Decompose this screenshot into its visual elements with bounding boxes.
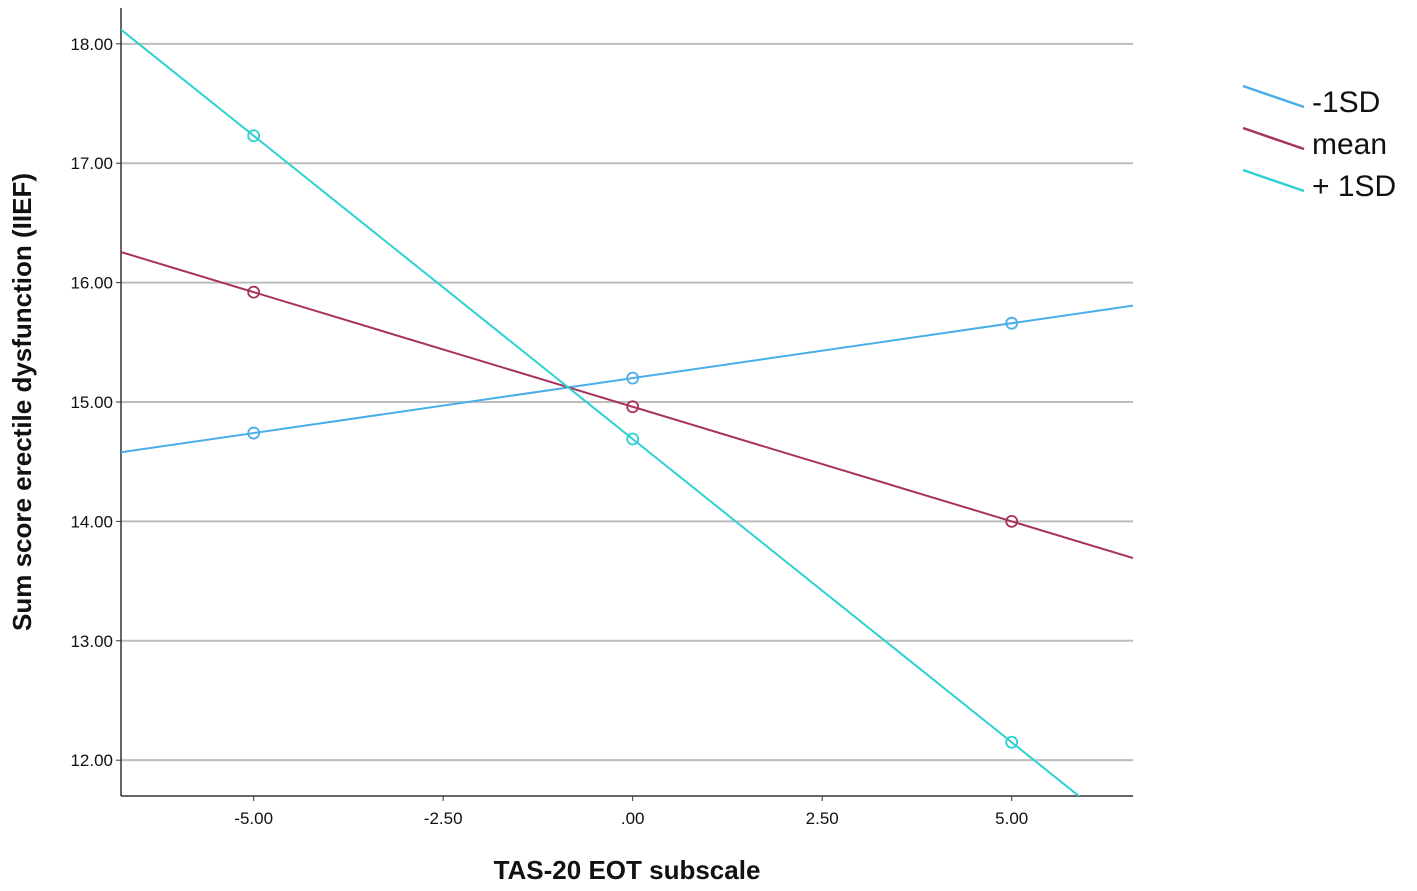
- legend-swatch: [1242, 84, 1305, 109]
- data-point: [1005, 514, 1019, 528]
- series-lines: [121, 28, 1133, 796]
- y-tick-label: 18.00: [70, 35, 113, 54]
- legend-label: + 1SD: [1312, 170, 1396, 203]
- data-point: [626, 432, 640, 446]
- data-point: [626, 371, 640, 385]
- y-tick-label: 13.00: [70, 632, 113, 651]
- axes: [120, 8, 1133, 797]
- y-tick-label: 12.00: [70, 751, 113, 770]
- data-point: [1005, 316, 1019, 330]
- data-point: [247, 129, 261, 143]
- series--1sd: [121, 28, 1081, 796]
- x-tick-label: 5.00: [995, 809, 1028, 828]
- y-tick-label: 16.00: [70, 274, 113, 293]
- legend: -1SD mean + 1SD: [1242, 84, 1396, 203]
- series--1sd: [121, 304, 1133, 454]
- legend-item: -1SD: [1242, 84, 1380, 119]
- legend-swatch: [1242, 168, 1305, 193]
- series-line: [121, 28, 1081, 796]
- y-tick-label: 17.00: [70, 154, 113, 173]
- y-tick-label: 14.00: [70, 512, 113, 531]
- data-point: [247, 426, 261, 440]
- y-axis-title: Sum score erectile dysfunction (IIEF): [7, 173, 37, 631]
- legend-label: mean: [1312, 128, 1387, 161]
- series-mean: [121, 251, 1133, 560]
- legend-label: -1SD: [1312, 86, 1380, 119]
- x-tick-label: -5.00: [234, 809, 273, 828]
- data-point: [626, 400, 640, 414]
- gridlines: [116, 42, 1133, 801]
- data-point: [247, 285, 261, 299]
- legend-swatch: [1242, 126, 1305, 151]
- x-tick-label: .00: [621, 809, 645, 828]
- legend-item: mean: [1242, 126, 1387, 161]
- x-tick-labels: -5.00 -2.50 .00 2.50 5.00: [234, 809, 1028, 828]
- y-tick-label: 15.00: [70, 393, 113, 412]
- x-tick-label: 2.50: [806, 809, 839, 828]
- x-tick-label: -2.50: [424, 809, 463, 828]
- legend-item: + 1SD: [1242, 168, 1396, 203]
- data-point: [1005, 735, 1019, 749]
- x-axis-title: TAS-20 EOT subscale: [494, 855, 761, 885]
- y-tick-labels: 12.00 13.00 14.00 15.00 16.00 17.00 18.00: [70, 35, 113, 770]
